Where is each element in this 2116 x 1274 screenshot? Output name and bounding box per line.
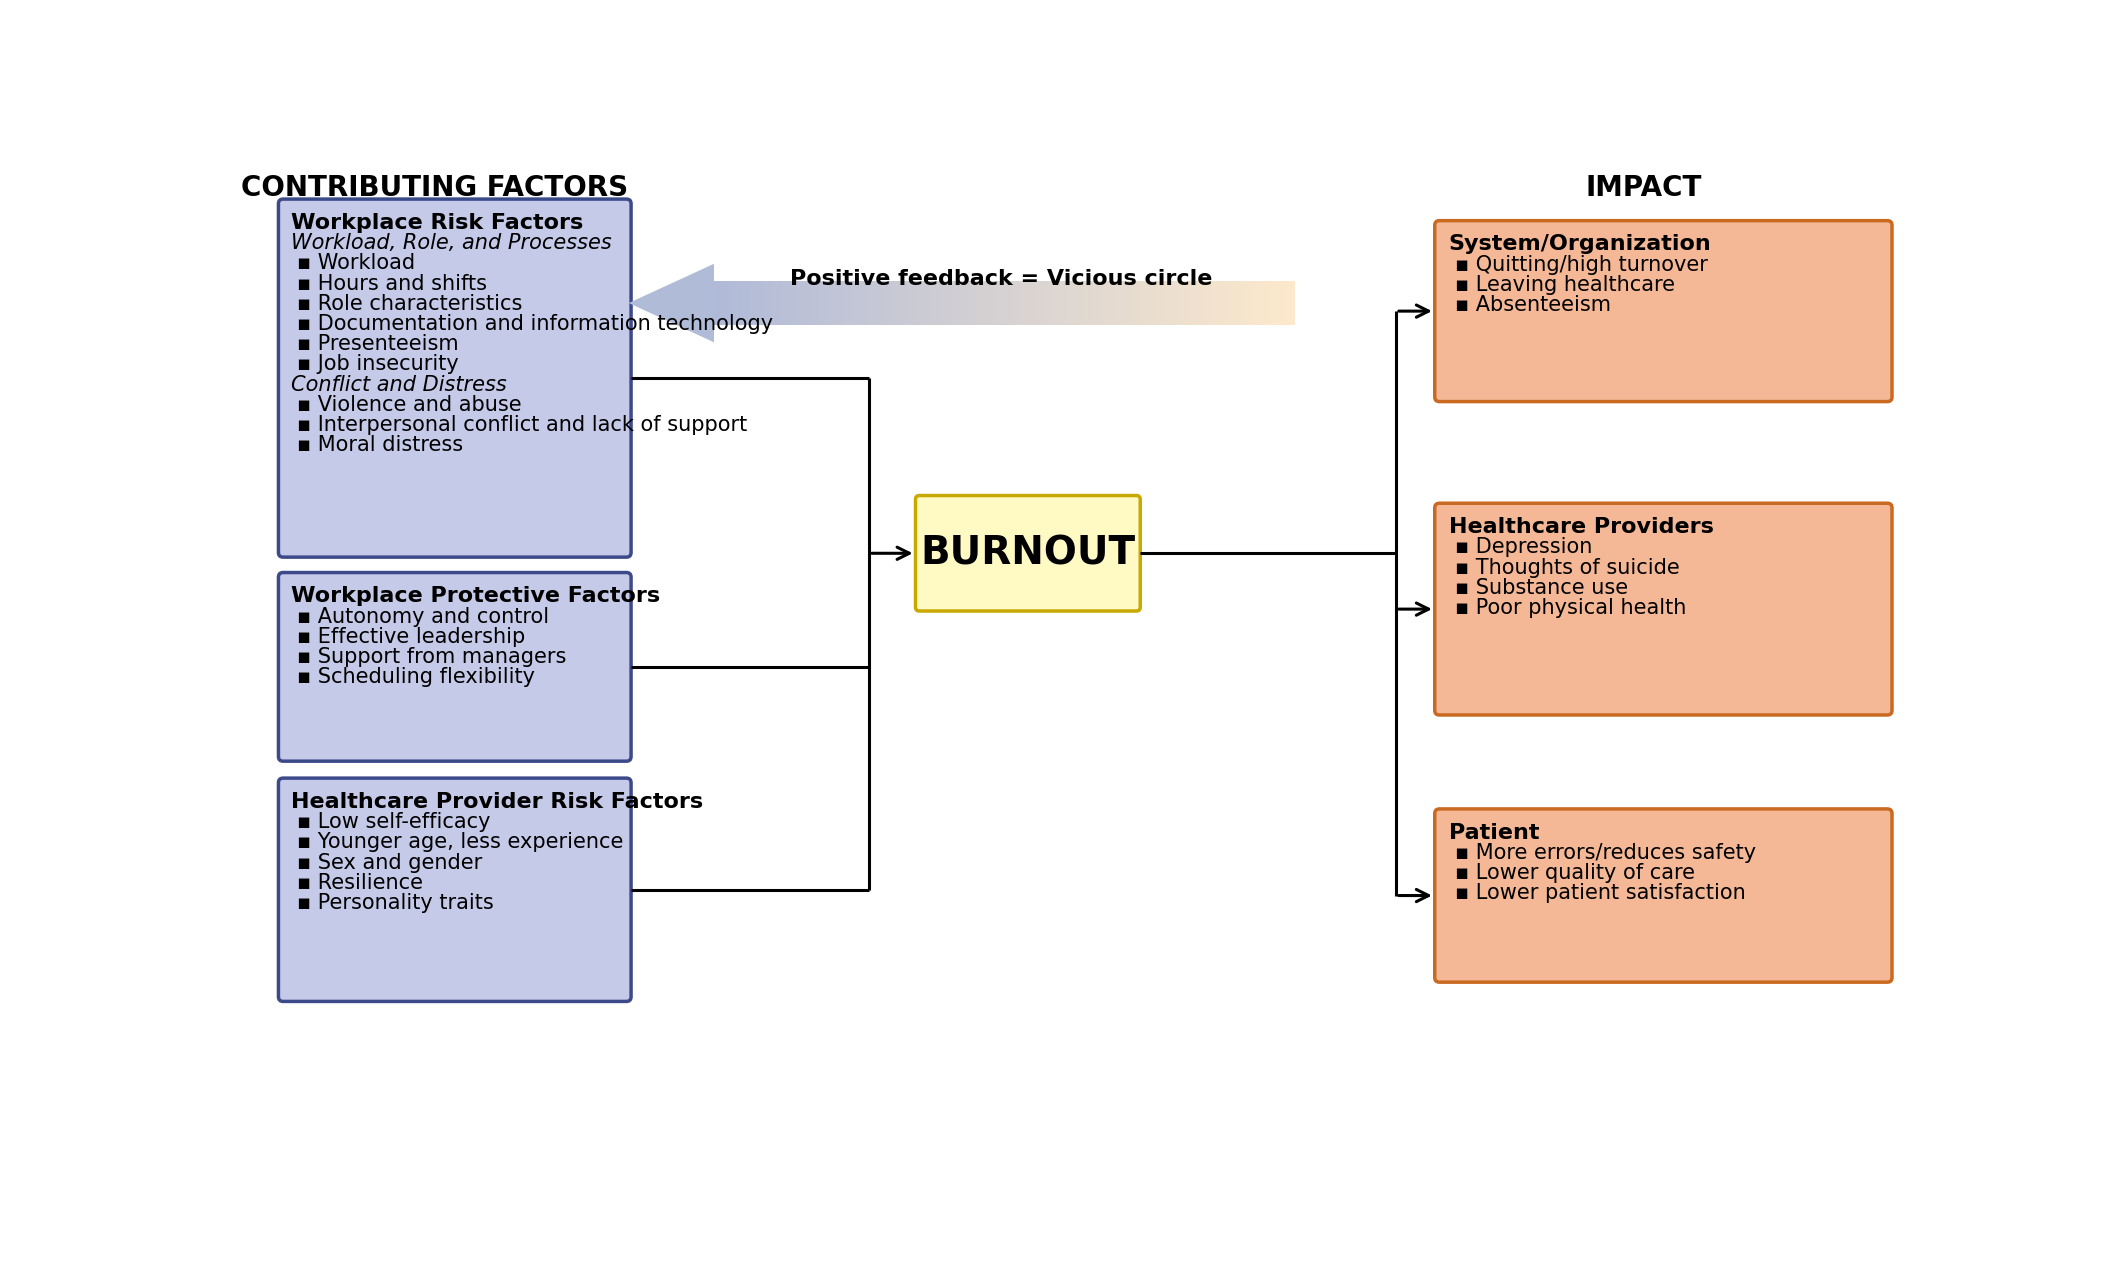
FancyBboxPatch shape xyxy=(279,199,631,557)
Text: ▪ Violence and abuse: ▪ Violence and abuse xyxy=(296,395,523,415)
Text: ▪ Moral distress: ▪ Moral distress xyxy=(296,436,463,455)
Text: ▪ More errors/reduces safety: ▪ More errors/reduces safety xyxy=(1456,843,1756,862)
Text: ▪ Lower patient satisfaction: ▪ Lower patient satisfaction xyxy=(1456,883,1746,903)
Polygon shape xyxy=(628,264,713,343)
Text: ▪ Presenteeism: ▪ Presenteeism xyxy=(296,334,459,354)
Text: ▪ Workload: ▪ Workload xyxy=(296,254,415,274)
Text: Healthcare Providers: Healthcare Providers xyxy=(1449,517,1714,538)
Text: ▪ Absenteeism: ▪ Absenteeism xyxy=(1456,296,1610,315)
Text: ▪ Effective leadership: ▪ Effective leadership xyxy=(296,627,525,647)
FancyBboxPatch shape xyxy=(1435,220,1892,401)
FancyBboxPatch shape xyxy=(916,496,1141,612)
Text: Workplace Risk Factors: Workplace Risk Factors xyxy=(290,213,584,233)
Text: ▪ Younger age, less experience: ▪ Younger age, less experience xyxy=(296,832,624,852)
Text: IMPACT: IMPACT xyxy=(1585,175,1701,203)
Text: ▪ Lower quality of care: ▪ Lower quality of care xyxy=(1456,864,1695,883)
Text: BURNOUT: BURNOUT xyxy=(920,534,1136,572)
Text: System/Organization: System/Organization xyxy=(1449,234,1712,255)
FancyBboxPatch shape xyxy=(279,572,631,761)
Text: ▪ Thoughts of suicide: ▪ Thoughts of suicide xyxy=(1456,558,1680,577)
Text: ▪ Substance use: ▪ Substance use xyxy=(1456,577,1627,598)
Text: Workload, Role, and Processes: Workload, Role, and Processes xyxy=(290,233,612,254)
Text: ▪ Hours and shifts: ▪ Hours and shifts xyxy=(296,274,487,293)
Text: ▪ Sex and gender: ▪ Sex and gender xyxy=(296,852,482,873)
Text: ▪ Documentation and information technology: ▪ Documentation and information technolo… xyxy=(296,313,772,334)
Text: CONTRIBUTING FACTORS: CONTRIBUTING FACTORS xyxy=(241,175,628,203)
Text: ▪ Support from managers: ▪ Support from managers xyxy=(296,647,567,668)
Text: ▪ Role characteristics: ▪ Role characteristics xyxy=(296,294,523,313)
Text: ▪ Low self-efficacy: ▪ Low self-efficacy xyxy=(296,813,491,832)
Text: ▪ Personality traits: ▪ Personality traits xyxy=(296,893,493,913)
FancyBboxPatch shape xyxy=(1435,503,1892,715)
Text: ▪ Poor physical health: ▪ Poor physical health xyxy=(1456,598,1686,618)
Text: ▪ Depression: ▪ Depression xyxy=(1456,538,1591,557)
Text: ▪ Interpersonal conflict and lack of support: ▪ Interpersonal conflict and lack of sup… xyxy=(296,415,747,434)
Text: ▪ Job insecurity: ▪ Job insecurity xyxy=(296,354,459,375)
FancyBboxPatch shape xyxy=(1435,809,1892,982)
Text: ▪ Resilience: ▪ Resilience xyxy=(296,873,423,893)
Text: Conflict and Distress: Conflict and Distress xyxy=(290,375,506,395)
Text: ▪ Quitting/high turnover: ▪ Quitting/high turnover xyxy=(1456,255,1708,275)
FancyBboxPatch shape xyxy=(279,778,631,1001)
Text: ▪ Leaving healthcare: ▪ Leaving healthcare xyxy=(1456,275,1676,294)
Text: ▪ Autonomy and control: ▪ Autonomy and control xyxy=(296,606,550,627)
Text: Patient: Patient xyxy=(1449,823,1538,843)
Text: ▪ Scheduling flexibility: ▪ Scheduling flexibility xyxy=(296,668,535,687)
Text: Healthcare Provider Risk Factors: Healthcare Provider Risk Factors xyxy=(290,792,703,812)
Text: Workplace Protective Factors: Workplace Protective Factors xyxy=(290,586,660,606)
Text: Positive feedback = Vicious circle: Positive feedback = Vicious circle xyxy=(789,269,1212,289)
